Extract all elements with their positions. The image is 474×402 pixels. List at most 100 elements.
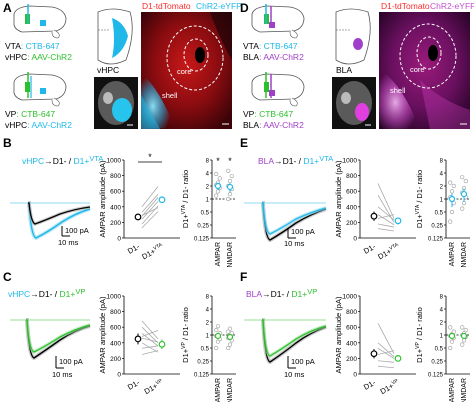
schematic-label: VP: CTB-647 [5, 109, 55, 119]
micrograph-d1-tdtomato: core shell [141, 12, 232, 129]
label-region: VTA [5, 41, 21, 51]
x-tick-label: D1- [362, 378, 377, 392]
ratio-label-rest: / D1- ratio [415, 170, 424, 205]
label-virus: : AAV-ChR2 [27, 52, 72, 62]
scale-bar: 100 pA 10 ms [52, 356, 83, 379]
data-point [448, 219, 453, 224]
ratio-label-sup: VP [415, 342, 421, 349]
significance-star: * [228, 156, 232, 166]
schematic-label: vHPC: AAV-ChR2 [5, 120, 72, 130]
y-tick-label: 0.25 [197, 360, 209, 366]
y-tick-label: 0.5 [201, 347, 210, 353]
panel-letter: D [240, 1, 249, 15]
panel-letter: B [3, 136, 12, 150]
data-point [463, 178, 468, 184]
core-label: core [410, 65, 425, 74]
data-point [448, 345, 453, 351]
data-point [226, 345, 231, 351]
paired-line [377, 342, 395, 358]
paired-line [141, 211, 159, 229]
x-tick-label: NMDAR [227, 378, 234, 402]
y-tick-label: 200 [346, 356, 357, 363]
d1-tdtomato-label: D1-tdTomato [381, 1, 430, 11]
y-tick-label: 0 [117, 372, 121, 379]
y-tick-label: 800 [110, 309, 121, 316]
panel-a: A VTA: CTB-647 vHPC: AAV-ChR2 VP: CTB-64… [3, 1, 242, 130]
data-point [217, 176, 222, 181]
brain-slice-thumbnail [94, 77, 138, 129]
y-tick-label: 0.5 [435, 347, 444, 353]
data-point [448, 180, 453, 185]
sagittal-schematic-icon [251, 72, 305, 107]
data-point [214, 193, 219, 198]
y-tick-label: 800 [346, 309, 357, 316]
panel-e: E BLA→D1- / D1+VTA 100 pA 10 ms [240, 136, 333, 248]
scale-bar-amplitude: 100 pA [291, 227, 315, 236]
y-axis-label: D1+VP / D1- ratio [415, 307, 424, 363]
y-tick-label: 8 [440, 295, 444, 301]
ratio-label-sup: VTA [181, 204, 187, 214]
paired-line [141, 320, 159, 340]
paired-line [141, 186, 159, 208]
mean-marker [134, 335, 142, 343]
chr2-eyfp-label: ChR2-eYFP [196, 1, 242, 11]
epsc-traces [10, 318, 91, 361]
y-tick-label: 400 [110, 204, 121, 211]
y-tick-label: 8 [440, 159, 444, 165]
mean-marker [370, 212, 378, 220]
x-tick-label: AMPAR [449, 378, 456, 402]
x-tick-superscript: VTA [388, 242, 400, 252]
brain-slice-thumbnail [332, 77, 376, 129]
y-tick-label: 800 [110, 173, 121, 180]
y-axis-label: D1+VTA / D1- ratio [181, 170, 190, 228]
x-tick-label: AMPAR [215, 242, 222, 266]
data-point [460, 206, 465, 211]
x-tick-label: D1- [126, 378, 141, 392]
paired-line [377, 350, 395, 355]
coronal-schematic-icon [97, 8, 133, 65]
y-tick-label: 0.25 [431, 360, 443, 366]
y-tick-label: 600 [346, 189, 357, 196]
panel-title: BLA→D1- / D1+VP [246, 287, 317, 299]
ratio-label-main: D1+ [415, 214, 424, 229]
paired-line [141, 350, 159, 355]
data-point [460, 175, 465, 180]
y-tick-label: 600 [110, 325, 121, 332]
y-tick-label: 0.25 [431, 224, 443, 230]
data-point [451, 183, 456, 189]
core-label: core [177, 67, 192, 76]
y-tick-label: 1 [440, 198, 444, 204]
paired-line [377, 365, 395, 369]
data-point [449, 209, 455, 215]
data-point [448, 325, 453, 330]
scale-bar-time: 10 ms [58, 238, 79, 247]
data-point [214, 327, 219, 333]
data-point [215, 324, 221, 329]
y-tick-label: 0.125 [428, 373, 444, 379]
mean-marker [226, 333, 234, 341]
significance-star: * [216, 156, 220, 166]
paired-line [141, 194, 159, 213]
mean-marker [448, 195, 456, 203]
y-tick-label: 2 [440, 185, 444, 191]
shell-label: shell [390, 86, 406, 95]
y-tick-label: 200 [110, 356, 121, 363]
y-tick-label: 0.5 [435, 211, 444, 217]
x-tick-label: D1+VP [143, 378, 166, 396]
data-point [214, 345, 219, 351]
y-tick-label: 2 [206, 321, 210, 327]
y-tick-label: 400 [346, 340, 357, 347]
micrograph-d1-tdtomato: core shell [379, 12, 470, 129]
paired-line [377, 223, 395, 228]
y-axis-label: AMPAR amplitude (pA) [98, 160, 107, 237]
ratio-label-rest: / D1- ratio [181, 307, 190, 342]
mean-marker [394, 355, 402, 362]
x-tick-label: D1+VTA [376, 242, 401, 262]
y-tick-label: 1 [206, 198, 210, 204]
region-label: BLA [336, 65, 352, 75]
scale-bar: 100 pA 10 ms [58, 226, 89, 247]
y-axis-label: AMPAR amplitude (pA) [334, 160, 343, 237]
paired-line [377, 228, 395, 232]
ratio-label-sup: VTA [415, 204, 421, 214]
